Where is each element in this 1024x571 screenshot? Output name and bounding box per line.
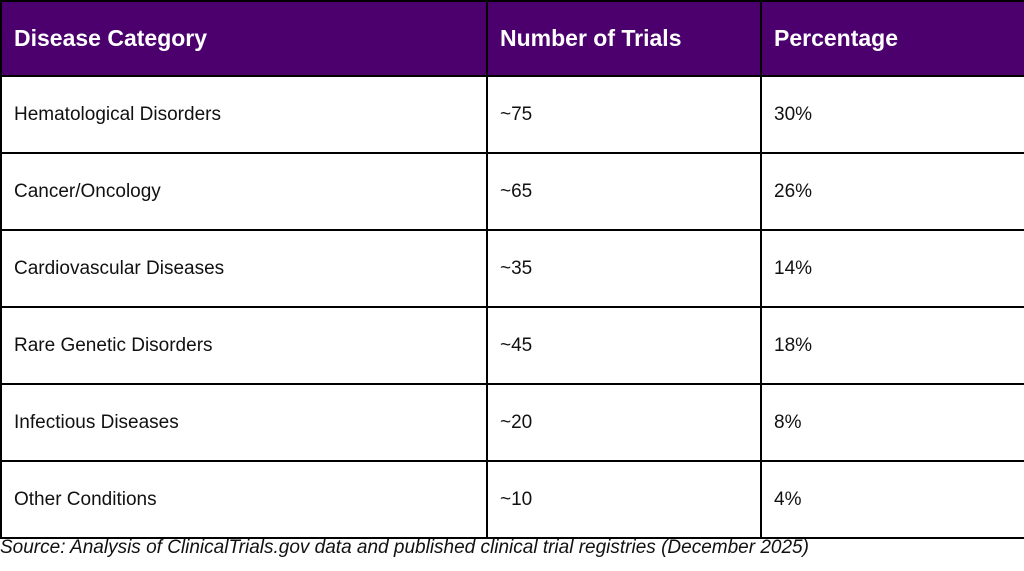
header-row: Disease Category Number of Trials Percenta… <box>0 0 1024 77</box>
table-body: Hematological Disorders ~75 30% Cancer/Onco… <box>0 75 1024 539</box>
header-cell: Percentage <box>760 0 1024 77</box>
table-cell: Rare Genetic Disorders <box>0 306 488 385</box>
table-cell: 30% <box>760 75 1024 154</box>
header-cell: Disease Category <box>0 0 488 77</box>
table-cell: 14% <box>760 229 1024 308</box>
table-cell: Other Conditions <box>0 460 488 539</box>
table-cell: Hematological Disorders <box>0 75 488 154</box>
table-cell: Cancer/Oncology <box>0 152 488 231</box>
table-row: Cancer/Oncology ~65 26% <box>0 152 1024 231</box>
data-table: Disease Category Number of Trials Percenta… <box>0 0 1024 539</box>
table-cell: 4% <box>760 460 1024 539</box>
header-cell: Number of Trials <box>486 0 762 77</box>
table-row: Infectious Diseases ~20 8% <box>0 383 1024 462</box>
table-row: Hematological Disorders ~75 30% <box>0 75 1024 154</box>
table-cell: ~45 <box>486 306 762 385</box>
table-cell: 8% <box>760 383 1024 462</box>
table-cell: ~10 <box>486 460 762 539</box>
table-row: Rare Genetic Disorders ~45 18% <box>0 306 1024 385</box>
table-cell: ~35 <box>486 229 762 308</box>
table-row: Other Conditions ~10 4% <box>0 460 1024 539</box>
source-note: Source: Analysis of ClinicalTrials.gov d… <box>0 537 809 558</box>
table-cell: Cardiovascular Diseases <box>0 229 488 308</box>
table-row: Cardiovascular Diseases ~35 14% <box>0 229 1024 308</box>
table-cell: 26% <box>760 152 1024 231</box>
table-cell: 18% <box>760 306 1024 385</box>
table-cell: ~20 <box>486 383 762 462</box>
table-cell: ~75 <box>486 75 762 154</box>
table-cell: Infectious Diseases <box>0 383 488 462</box>
table-cell: ~65 <box>486 152 762 231</box>
